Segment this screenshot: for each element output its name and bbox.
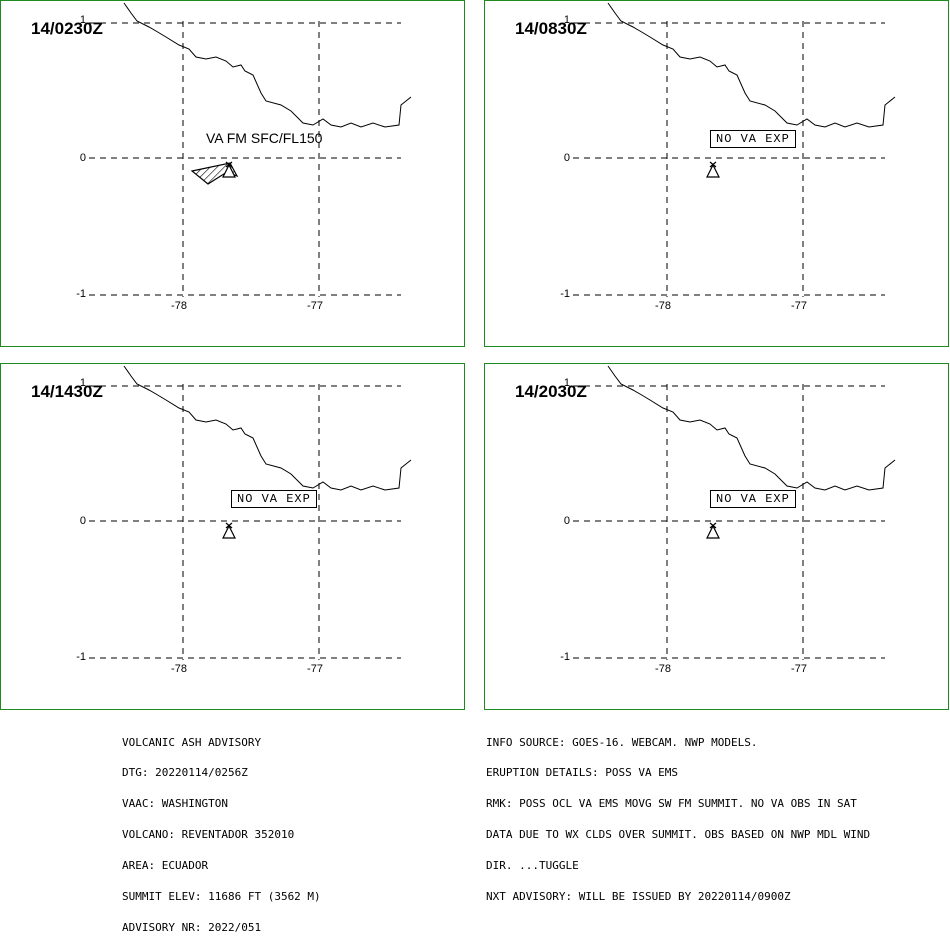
latitude-tick-label: 1 [80,14,86,26]
longitude-tick-label: -77 [791,663,807,675]
coastline [123,2,412,128]
latitude-tick-label: 1 [564,377,570,389]
latitude-tick-label: 0 [564,515,570,527]
advisory-line: ERUPTION DETAILS: POSS VA EMS [486,766,679,780]
ash-label: VA FM SFC/FL150 [206,130,323,146]
panel-time: 14/1430Z [31,382,103,401]
advisory-line: NXT ADVISORY: WILL BE ISSUED BY 20220114… [486,890,791,904]
no-va-exp-label: NO VA EXP [710,490,796,508]
longitude-tick-label: -78 [655,300,671,312]
longitude-tick-label: -77 [791,300,807,312]
coastline [607,365,896,491]
advisory-line: DIR. ...TUGGLE [486,859,579,873]
no-va-exp-label: NO VA EXP [231,490,317,508]
latitude-tick-label: -1 [560,651,570,663]
advisory-line: DATA DUE TO WX CLDS OVER SUMMIT. OBS BAS… [486,828,871,842]
map-panel-2: 1 0 -1 -78 -77 14/0830Z NO VA EXP [484,0,949,347]
volcano-icon [222,161,236,178]
advisory-line: VOLCANO: REVENTADOR 352010 [122,828,295,842]
panel-time: 14/0230Z [31,19,103,38]
latitude-tick-label: -1 [76,651,86,663]
latitude-tick-label: -1 [76,288,86,300]
panel-time: 14/0830Z [515,19,587,38]
map-canvas: 1 0 -1 -78 -77 [76,2,412,312]
advisory-line: VAAC: WASHINGTON [122,797,228,811]
grid-lines: 1 0 -1 -78 -77 [560,377,885,675]
latitude-tick-label: -1 [560,288,570,300]
map-panel-3: 1 0 -1 -78 -77 14/1430Z NO VA EXP [0,363,465,710]
longitude-tick-label: -78 [171,663,187,675]
grid-lines: 1 0 -1 -78 -77 [76,377,401,675]
grid-lines: 1 0 -1 -78 -77 [560,14,885,312]
longitude-tick-label: -78 [655,663,671,675]
longitude-tick-label: -78 [171,300,187,312]
grid-lines: 1 0 -1 -78 -77 [76,14,401,312]
advisory-line: DTG: 20220114/0256Z [122,766,248,780]
volcano-icon [706,522,720,539]
coastline [607,2,896,128]
map-panel-1: 1 0 -1 -78 -77 14/0230Z VA FM SFC/FL150 [0,0,465,347]
map-canvas: 1 0 -1 -78 -77 [560,365,896,675]
panel-time: 14/2030Z [515,382,587,401]
no-va-exp-label: NO VA EXP [710,130,796,148]
longitude-tick-label: -77 [307,300,323,312]
advisory-line: INFO SOURCE: GOES-16. WEBCAM. NWP MODELS… [486,735,758,749]
latitude-tick-label: 1 [564,14,570,26]
advisory-line: SUMMIT ELEV: 11686 FT (3562 M) [122,890,321,904]
advisory-line: ADVISORY NR: 2022/051 [122,920,262,934]
map-panel-4: 1 0 -1 -78 -77 14/2030Z NO VA EXP [484,363,949,710]
map-canvas: 1 0 -1 -78 -77 [560,2,896,312]
map-canvas: 1 0 -1 -78 -77 [76,365,412,675]
latitude-tick-label: 1 [80,377,86,389]
advisory-line: RMK: POSS OCL VA EMS MOVG SW FM SUMMIT. … [486,797,857,811]
latitude-tick-label: 0 [80,515,86,527]
latitude-tick-label: 0 [564,152,570,164]
advisory-line: VOLCANIC ASH ADVISORY [122,735,262,749]
coastline [123,365,412,491]
volcano-icon [222,522,236,539]
latitude-tick-label: 0 [80,152,86,164]
advisory-info-right: INFO SOURCE: GOES-16. WEBCAM. NWP MODELS… [486,717,870,913]
advisory-line: AREA: ECUADOR [122,859,209,873]
advisory-info-left: VOLCANIC ASH ADVISORY DTG: 20220114/0256… [122,717,321,944]
longitude-tick-label: -77 [307,663,323,675]
volcano-icon [706,161,720,178]
